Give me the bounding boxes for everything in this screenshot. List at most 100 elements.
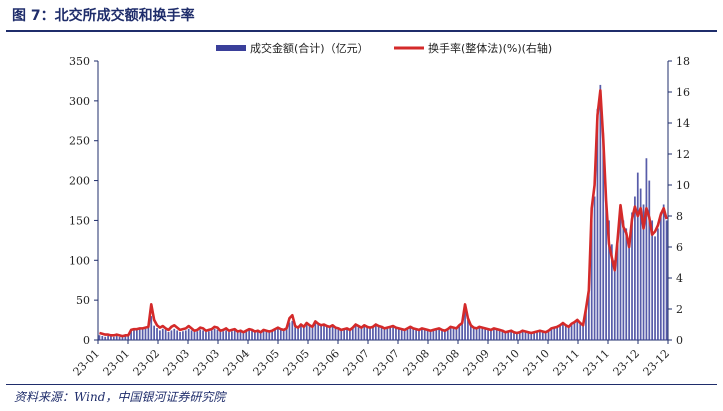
bar <box>216 329 219 340</box>
bar <box>665 220 668 340</box>
y-right-tick-label: 6 <box>676 241 683 254</box>
bar <box>130 330 132 340</box>
bar <box>392 326 394 340</box>
bar <box>121 336 124 340</box>
bar <box>219 332 222 340</box>
source-note: 资料来源：Wind，中国银河证券研究院 <box>14 390 226 404</box>
bar <box>98 335 101 340</box>
x-tick-label: 23-03 <box>191 347 223 379</box>
bar <box>331 325 334 340</box>
bar <box>383 328 386 340</box>
bar <box>421 328 423 340</box>
y-left-tick-label: 50 <box>76 294 90 307</box>
bar <box>461 324 464 340</box>
bar <box>222 331 225 340</box>
bar <box>179 332 181 340</box>
bar <box>251 330 253 340</box>
axes <box>94 60 672 344</box>
bar <box>530 332 533 340</box>
x-tick-label: 23-10 <box>521 347 553 379</box>
bar <box>659 212 662 340</box>
bar <box>133 328 135 340</box>
x-tick-label: 23-11 <box>551 347 583 379</box>
bar <box>147 327 150 340</box>
bar <box>343 329 345 340</box>
bar <box>579 324 582 340</box>
bar <box>173 328 176 340</box>
bar <box>495 329 498 340</box>
x-tick-label: 23-10 <box>491 347 523 379</box>
bar <box>107 336 109 340</box>
bar <box>104 336 107 340</box>
legend-swatch-bar <box>216 45 246 51</box>
bar <box>262 329 265 340</box>
bar <box>248 328 250 340</box>
x-tick-label: 23-07 <box>341 347 373 379</box>
bar <box>645 158 648 340</box>
bar <box>455 328 458 340</box>
bar <box>245 330 248 340</box>
bar <box>651 220 654 340</box>
bar <box>458 325 461 340</box>
y-right-tick-label: 10 <box>676 179 690 192</box>
y-right-tick-label: 8 <box>676 210 683 223</box>
bar <box>449 327 452 340</box>
bar <box>556 327 559 340</box>
figure-title: 图 7：北交所成交额和换手率 <box>12 8 195 24</box>
bar <box>389 327 392 340</box>
x-tick-label: 23-11 <box>581 347 613 379</box>
bar <box>136 329 138 340</box>
bar <box>593 196 596 340</box>
bar <box>429 331 432 340</box>
y-left-tick-label: 150 <box>69 214 90 227</box>
bar <box>259 332 262 340</box>
bar <box>611 244 613 340</box>
bar <box>605 196 607 340</box>
bar <box>625 228 628 340</box>
bar <box>308 325 311 340</box>
x-tick-label: 23-12 <box>641 347 673 379</box>
bar <box>636 172 639 340</box>
bar <box>492 328 495 340</box>
bar <box>199 329 202 340</box>
bar <box>254 331 256 340</box>
bar <box>567 327 570 340</box>
bar <box>415 329 417 340</box>
bar <box>657 228 659 340</box>
bar <box>602 132 605 340</box>
bar <box>349 330 351 340</box>
x-tick-label: 23-05 <box>251 347 283 379</box>
bar <box>317 324 320 340</box>
bar <box>328 327 331 340</box>
bar <box>585 308 587 340</box>
y-left-tick-label: 200 <box>69 175 90 188</box>
bar <box>193 332 196 340</box>
bar <box>478 327 481 340</box>
bar <box>170 330 173 340</box>
turnover-line <box>99 89 668 338</box>
bar <box>518 332 521 340</box>
bar <box>559 325 561 340</box>
x-tick-label: 23-05 <box>281 347 313 379</box>
bar <box>196 331 199 340</box>
bar <box>513 332 515 340</box>
bar <box>118 336 121 340</box>
bar <box>622 220 625 340</box>
source-rule <box>6 384 717 385</box>
bar <box>662 204 665 340</box>
bar <box>187 328 190 340</box>
x-tick-label: 23-07 <box>371 347 403 379</box>
bar <box>541 331 544 340</box>
bar <box>225 330 227 340</box>
bar <box>340 330 343 340</box>
bar <box>167 332 170 340</box>
legend: 成交金额(合计)（亿元） 换手率(整体法)(%)(右轴) <box>216 41 552 55</box>
bar <box>323 324 325 340</box>
bar <box>202 330 204 340</box>
bar <box>475 328 478 340</box>
y-right-tick-label: 2 <box>676 303 683 316</box>
bar <box>648 180 651 340</box>
bar <box>363 326 366 340</box>
bar <box>205 332 207 340</box>
x-tick-label: 23-01 <box>101 347 133 379</box>
